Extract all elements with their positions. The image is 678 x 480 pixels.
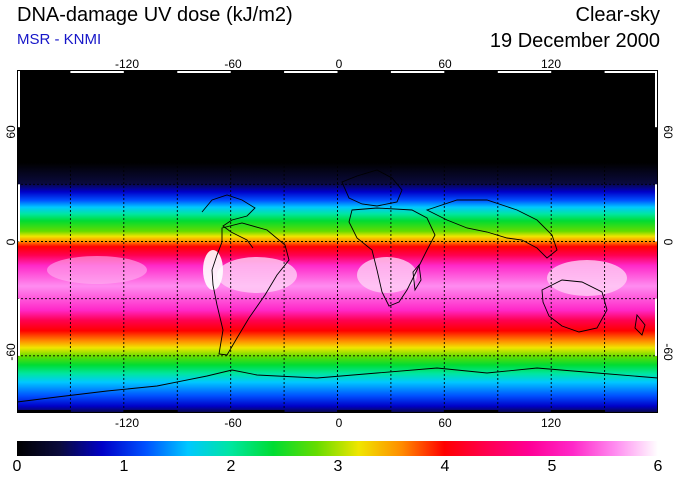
uv-dose-map — [17, 70, 658, 413]
coast-south-america — [211, 222, 290, 356]
lat-label-left-wrap: 60 — [4, 112, 18, 152]
map-title: DNA-damage UV dose (kJ/m2) — [17, 4, 293, 26]
lon-label-top: 120 — [540, 57, 562, 71]
coast-madagascar — [412, 263, 422, 292]
colorbar-tick-label: 0 — [12, 458, 22, 475]
lon-label-bottom: 120 — [540, 416, 562, 430]
lon-label-top: 0 — [335, 57, 343, 71]
coast-europe — [341, 169, 403, 207]
colorbar-tick-label: 2 — [226, 458, 236, 475]
uv-highlights — [47, 250, 627, 296]
lon-label-top: 60 — [438, 57, 452, 71]
colorbar — [17, 441, 658, 456]
lat-label-right-wrap: -60 — [661, 332, 675, 372]
lon-label-bottom: -60 — [224, 416, 242, 430]
lat-label-right: 60 — [661, 125, 675, 139]
lon-label-bottom: 60 — [438, 416, 452, 430]
frame-ticks — [17, 70, 658, 413]
lat-label-left: 0 — [4, 238, 18, 246]
colorbar-tick-label: 6 — [653, 458, 663, 475]
coast-new-zealand — [634, 313, 646, 336]
lat-label-right-wrap: 60 — [661, 112, 675, 152]
coast-antarctica — [17, 367, 658, 403]
lon-label-bottom: 0 — [335, 416, 343, 430]
map-date: 19 December 2000 — [489, 30, 660, 52]
graticule — [17, 70, 658, 413]
coast-africa — [348, 207, 436, 307]
colorbar-tick-label: 1 — [119, 458, 129, 475]
lat-label-left-wrap: -60 — [4, 332, 18, 372]
coast-australia — [541, 279, 608, 333]
coast-north-america — [201, 194, 256, 249]
sky-condition: Clear-sky — [575, 4, 660, 26]
lon-label-bottom: -120 — [114, 416, 140, 430]
colorbar-tick-label: 3 — [333, 458, 343, 475]
lat-label-right: -60 — [661, 343, 675, 361]
lat-label-left: -60 — [4, 343, 18, 361]
lon-label-top: -60 — [224, 57, 242, 71]
lat-label-left-wrap: 0 — [4, 222, 18, 262]
lon-label-top: -120 — [114, 57, 140, 71]
colorbar-tick-label: 5 — [547, 458, 557, 475]
coast-asia — [425, 199, 558, 259]
map-subtitle: MSR - KNMI — [17, 31, 102, 48]
lat-label-right-wrap: 0 — [661, 222, 675, 262]
coastlines — [17, 169, 658, 403]
colorbar-tick-label: 4 — [440, 458, 450, 475]
lat-label-right: 0 — [661, 238, 675, 246]
lat-label-left: 60 — [4, 125, 18, 139]
map-frame — [17, 70, 658, 413]
